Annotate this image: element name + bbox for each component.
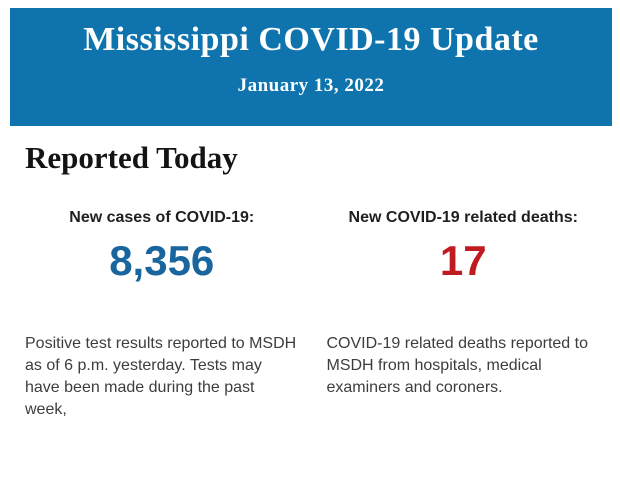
report-body: Reported Today New cases of COVID-19: 8,… bbox=[25, 140, 600, 421]
new-cases-description: Positive test results reported to MSDH a… bbox=[25, 335, 297, 418]
page-title: Mississippi COVID-19 Update bbox=[83, 21, 539, 58]
stat-new-cases: New cases of COVID-19: 8,356 Positive te… bbox=[25, 208, 299, 421]
new-deaths-label: New COVID-19 related deaths: bbox=[348, 209, 578, 226]
new-cases-value: 8,356 bbox=[109, 237, 215, 284]
new-deaths-description: COVID-19 related deaths reported to MSDH… bbox=[326, 335, 588, 396]
section-heading: Reported Today bbox=[25, 140, 238, 175]
stats-row: New cases of COVID-19: 8,356 Positive te… bbox=[25, 208, 600, 421]
new-deaths-value: 17 bbox=[439, 237, 487, 284]
report-date: January 13, 2022 bbox=[237, 75, 385, 96]
new-cases-label: New cases of COVID-19: bbox=[69, 209, 255, 226]
header-banner: Mississippi COVID-19 Update January 13, … bbox=[10, 8, 612, 126]
stat-new-deaths: New COVID-19 related deaths: 17 COVID-19… bbox=[327, 208, 601, 421]
